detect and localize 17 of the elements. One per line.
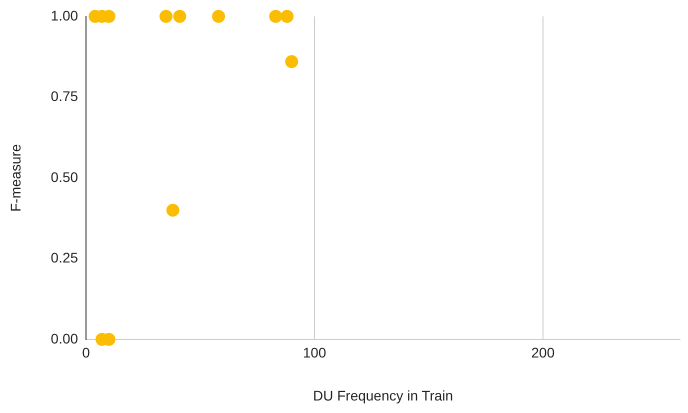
x-tick-label: 0: [82, 344, 90, 361]
y-tick-label: 0.00: [50, 330, 78, 346]
y-tick-label: 0.25: [50, 250, 78, 266]
point: [285, 55, 298, 68]
x-axis-title: DU Frequency in Train: [312, 387, 454, 404]
y-axis-title: F-measure: [7, 144, 24, 212]
point: [173, 10, 186, 23]
point: [160, 10, 173, 23]
y-tick-label: 1.00: [50, 7, 78, 24]
y-tick-label: 0.50: [50, 168, 78, 185]
x-tick-label: 200: [531, 344, 555, 361]
point: [212, 10, 226, 23]
x-tick-label: 100: [302, 344, 326, 361]
point: [280, 10, 294, 23]
point: [166, 204, 180, 217]
y-tick-label: 0.75: [50, 88, 78, 104]
point: [269, 10, 282, 23]
